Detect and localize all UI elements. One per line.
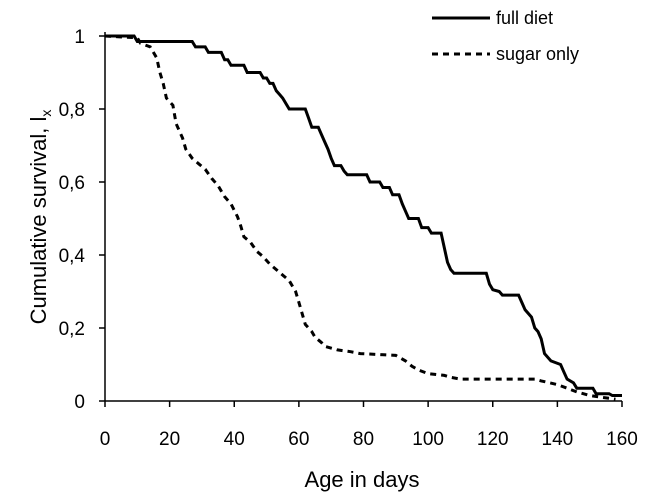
y-tick-label: 0,8: [59, 100, 85, 121]
x-tick-label: 120: [477, 429, 509, 450]
x-tick-label: 160: [606, 429, 638, 450]
legend-label-sugar-only: sugar only: [496, 44, 579, 64]
y-tick-label: 0,6: [59, 173, 85, 194]
x-tick-label: 80: [353, 429, 374, 450]
y-tick-label: 0: [74, 392, 85, 413]
x-tick-label: 40: [224, 429, 245, 450]
y-tick-label: 0,4: [59, 246, 86, 267]
y-axis-title: Cumulative survival, lx: [26, 110, 54, 325]
legend: full diet sugar only: [432, 8, 579, 64]
x-tick-label: 60: [288, 429, 309, 450]
x-tick-label: 100: [412, 429, 444, 450]
legend-label-full-diet: full diet: [496, 8, 553, 28]
y-tick-label: 0,2: [59, 319, 85, 340]
y-tick-label: 1: [74, 27, 85, 48]
x-tick-label: 20: [159, 429, 180, 450]
axes: [104, 32, 622, 402]
series-lines: [104, 34, 622, 401]
x-tick-label: 140: [542, 429, 574, 450]
series-line-sugar-only: [104, 34, 616, 401]
y-axis-title-main: Cumulative survival, l: [26, 117, 51, 325]
ticks: 0 20 40 60 80 100 120 140 160 0 0,2 0,4 0,6 0,8 1: [59, 27, 638, 450]
y-axis-title-subscript: x: [38, 110, 54, 117]
series-line-full-diet: [105, 34, 622, 397]
x-tick-label: 0: [100, 429, 111, 450]
x-axis-title: Age in days: [305, 467, 420, 492]
